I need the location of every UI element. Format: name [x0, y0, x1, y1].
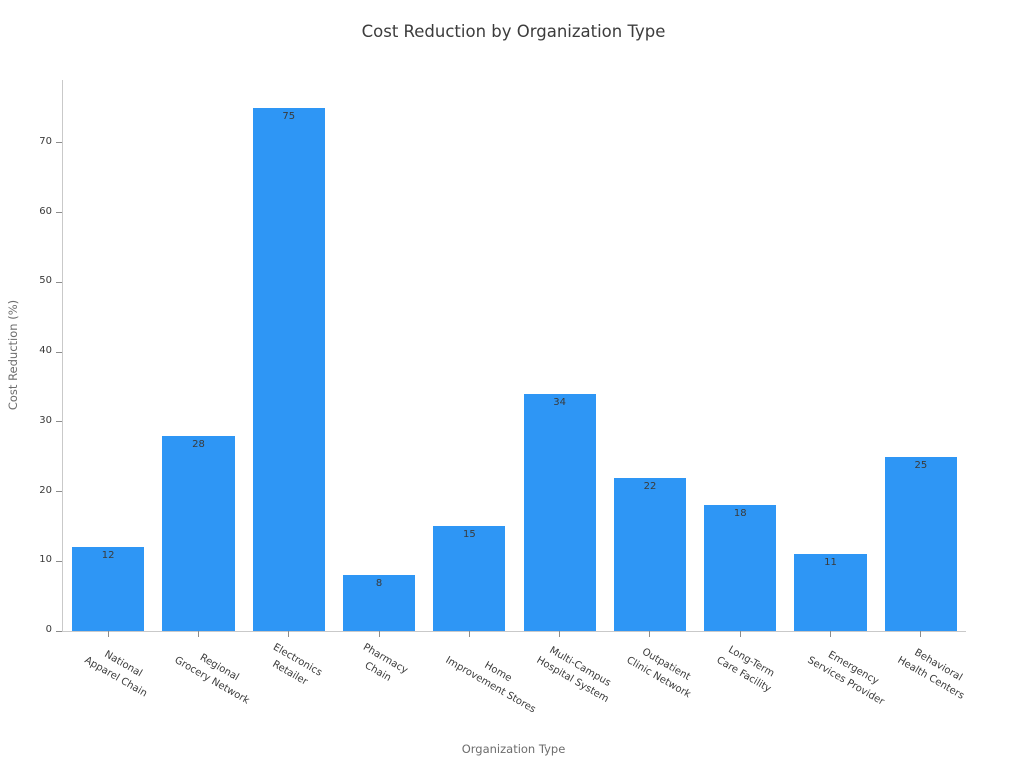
y-tick-label: 50: [39, 275, 52, 287]
bar-value-label: 18: [733, 508, 747, 520]
y-tick-mark: [56, 351, 62, 353]
x-tick-label: Electronics Retailer: [270, 641, 324, 688]
y-tick-mark: [56, 142, 62, 144]
y-tick-label: 0: [45, 624, 52, 635]
x-tick-mark: [649, 631, 651, 637]
x-tick-mark: [559, 631, 561, 637]
bar-value-label: 22: [643, 480, 657, 492]
x-tick-mark: [920, 631, 922, 637]
bar-value-label: 34: [553, 396, 566, 408]
plot-area: 0 10 20 30 40 50 60 70 12 National Apparel Chain 2…: [39, 80, 966, 715]
x-tick-mark: [739, 631, 741, 637]
bar: 25: [884, 456, 957, 631]
x-tick-label: Long-Term Care Facility: [715, 644, 777, 695]
bar-value-label: 25: [914, 459, 928, 471]
x-tick-mark: [468, 631, 470, 637]
x-tick-mark: [378, 631, 380, 637]
x-tick-mark: [197, 631, 199, 637]
bar-value-label: 8: [375, 578, 383, 590]
y-tick-label: 20: [39, 484, 52, 496]
y-tick-mark: [56, 421, 62, 423]
bar: 28: [162, 435, 235, 631]
x-tick-label: Regional Grocery Network: [173, 652, 252, 707]
x-tick-mark: [288, 631, 290, 637]
x-tick-label: Pharmacy Chain: [361, 641, 410, 684]
bar: 34: [523, 393, 596, 631]
bar: 11: [794, 554, 867, 631]
bar-value-label: 75: [282, 110, 296, 122]
y-tick-label: 70: [39, 135, 52, 147]
bar: 8: [342, 575, 416, 631]
x-tick-mark: [107, 631, 109, 637]
bar-value-label: 12: [101, 550, 115, 562]
y-tick-mark: [56, 630, 62, 632]
y-tick-mark: [56, 281, 62, 283]
y-tick-mark: [56, 491, 62, 492]
x-tick-label: National Apparel Chain: [82, 649, 150, 700]
bar: 75: [252, 107, 325, 631]
y-tick-label: 10: [39, 554, 52, 566]
chart-title: Cost Reduction by Organization Type: [361, 22, 666, 41]
bar: 22: [613, 477, 687, 631]
y-tick-label: 30: [39, 414, 52, 426]
bar-value-label: 28: [192, 438, 205, 450]
x-tick-label: Behavioral Health Centers: [895, 647, 966, 702]
y-tick-mark: [56, 560, 62, 562]
x-tick-label: Home Improvement Stores: [444, 654, 539, 715]
y-tick-mark: [56, 212, 62, 214]
bar: 15: [433, 526, 506, 631]
bar-value-label: 15: [462, 529, 476, 541]
bar: 18: [704, 505, 777, 631]
x-tick-label: Emergency Services Provider: [805, 649, 886, 708]
x-tick-mark: [830, 631, 832, 637]
y-tick-label: 60: [39, 205, 52, 217]
y-tick-label: 40: [39, 345, 52, 356]
x-axis-label: Organization Type: [461, 742, 566, 756]
bar: 12: [72, 547, 145, 631]
x-tick-label: Multi-Campus Hospital System: [534, 644, 613, 705]
x-tick-label: Outpatient Clinic Network: [624, 646, 693, 700]
bar-value-label: 11: [824, 557, 837, 569]
